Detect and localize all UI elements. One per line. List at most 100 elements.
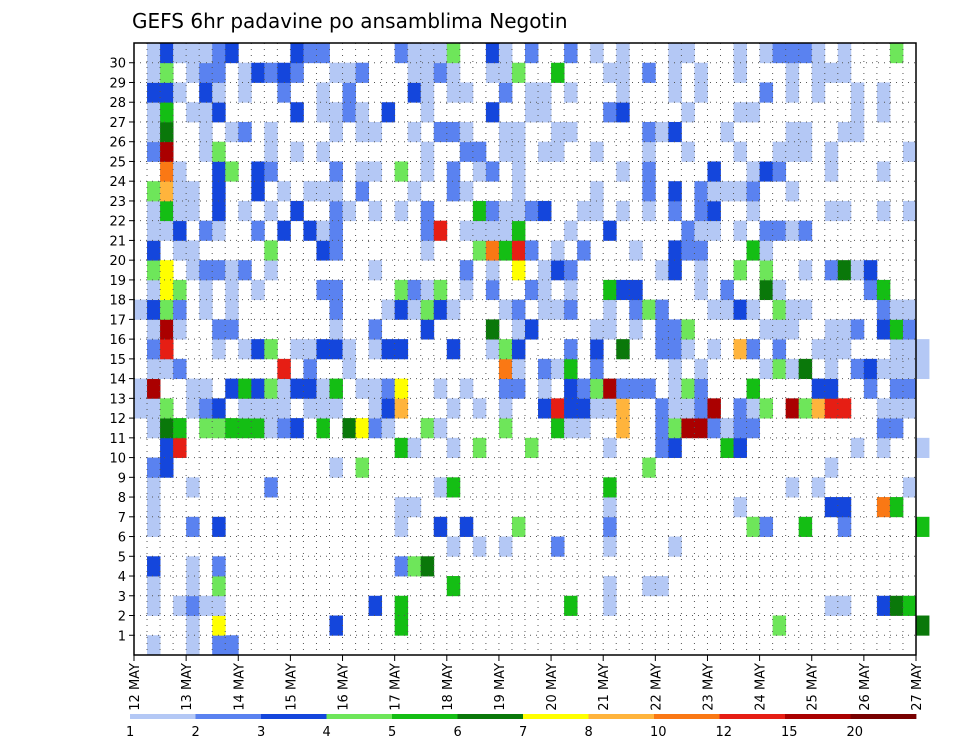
heatmap-cell <box>173 319 187 340</box>
colorbar-label: 3 <box>257 725 265 740</box>
heatmap-cell <box>720 121 734 143</box>
heatmap-cell <box>316 240 330 261</box>
x-tick-label: 16 MAY <box>337 663 352 711</box>
heatmap-cell <box>290 378 304 399</box>
heatmap-cell <box>746 181 760 202</box>
heatmap-cell <box>238 62 252 83</box>
heatmap-cell <box>173 279 187 301</box>
x-tick-label: 22 MAY <box>649 663 664 711</box>
heatmap-cell <box>264 121 278 143</box>
heatmap-cell <box>329 398 343 419</box>
heatmap-cell <box>485 260 500 281</box>
x-axis: 12 MAY 13 MAY 14 MAY 15 MAY 16 MAY 17 MAY 18 M… <box>128 655 925 711</box>
heatmap-cell <box>472 141 487 162</box>
heatmap-cell <box>551 260 565 281</box>
heatmap-cell <box>668 260 682 281</box>
heatmap-cell <box>603 279 617 301</box>
heatmap-cell <box>850 437 865 458</box>
heatmap-cell <box>173 437 187 458</box>
heatmap-cell <box>342 418 356 439</box>
heatmap-cell <box>616 279 630 301</box>
heatmap-cell <box>511 141 526 162</box>
heatmap-cell <box>616 200 630 222</box>
heatmap-cell <box>264 62 278 83</box>
heatmap-cell <box>485 319 500 340</box>
heatmap-cell <box>186 378 200 399</box>
heatmap-cell <box>368 260 383 281</box>
heatmap-cell <box>746 398 760 419</box>
heatmap-cell <box>733 141 747 162</box>
heatmap-cell <box>837 516 852 537</box>
heatmap-cell <box>264 418 278 439</box>
heatmap-cell <box>876 398 891 419</box>
y-tick-label: 15 <box>109 353 126 368</box>
heatmap-cell <box>316 141 330 162</box>
heatmap-cell <box>199 595 213 616</box>
heatmap-cell <box>186 556 200 577</box>
colorbar-label: 8 <box>585 725 593 740</box>
heatmap-cell <box>303 181 317 202</box>
heatmap-cell <box>147 121 161 143</box>
heatmap-cell <box>668 240 682 261</box>
heatmap-cell <box>498 398 513 419</box>
heatmap-cell <box>889 398 904 419</box>
heatmap-cell <box>459 516 474 537</box>
y-tick-label: 25 <box>109 155 126 170</box>
heatmap-cell <box>525 319 539 340</box>
colorbar-swatch <box>392 714 458 719</box>
heatmap-cell <box>407 62 422 83</box>
heatmap-cell <box>212 62 226 83</box>
heatmap-cell <box>837 319 852 340</box>
heatmap-cell <box>538 299 552 320</box>
heatmap-cell <box>798 516 813 537</box>
heatmap-cell <box>824 62 839 83</box>
heatmap-cell <box>212 319 226 340</box>
heatmap-cell <box>811 339 826 360</box>
heatmap-cell <box>525 240 539 261</box>
heatmap-cell <box>720 437 734 458</box>
heatmap-cell <box>134 378 148 399</box>
heatmap-cell <box>668 536 682 557</box>
heatmap-cell <box>381 398 396 419</box>
heatmap-cell <box>746 200 760 222</box>
heatmap-cell <box>238 378 252 399</box>
heatmap-cell <box>668 358 682 380</box>
heatmap-cell <box>329 220 343 241</box>
x-tick-label: 20 MAY <box>545 663 560 711</box>
heatmap-cell <box>498 43 513 64</box>
heatmap-cell <box>446 161 461 182</box>
heatmap-cell <box>668 200 682 222</box>
plot-frame <box>133 42 917 656</box>
heatmap-cell <box>850 121 865 143</box>
heatmap-cell <box>603 378 617 399</box>
y-tick-label: 9 <box>118 471 126 486</box>
heatmap-cell <box>186 260 200 281</box>
heatmap-cell <box>290 62 304 83</box>
heatmap-cell <box>446 339 461 360</box>
heatmap-cell <box>681 378 695 399</box>
heatmap-cell <box>694 398 708 419</box>
heatmap-cell <box>433 62 448 83</box>
heatmap-cell <box>199 62 213 83</box>
heatmap-cell <box>186 595 200 616</box>
heatmap-cell <box>186 43 200 64</box>
heatmap-cell <box>199 43 213 64</box>
heatmap-cell <box>694 418 708 439</box>
heatmap-cell <box>485 279 500 301</box>
heatmap-cell <box>511 161 526 182</box>
heatmap-cell <box>824 595 839 616</box>
heatmap-cell <box>147 319 161 340</box>
y-tick-label: 10 <box>109 452 126 467</box>
heatmap-cell <box>590 200 604 222</box>
heatmap-cell <box>811 82 826 103</box>
heatmap-cell <box>746 299 760 320</box>
heatmap-cell <box>902 200 917 222</box>
heatmap-cell <box>303 358 317 380</box>
heatmap-cell <box>472 220 487 241</box>
x-tick-label: 27 MAY <box>910 663 925 711</box>
heatmap-cell <box>746 161 760 182</box>
heatmap-cell <box>420 299 435 320</box>
heatmap-cell <box>316 418 330 439</box>
heatmap-cell <box>394 398 409 419</box>
colorbar-swatch <box>261 714 327 719</box>
